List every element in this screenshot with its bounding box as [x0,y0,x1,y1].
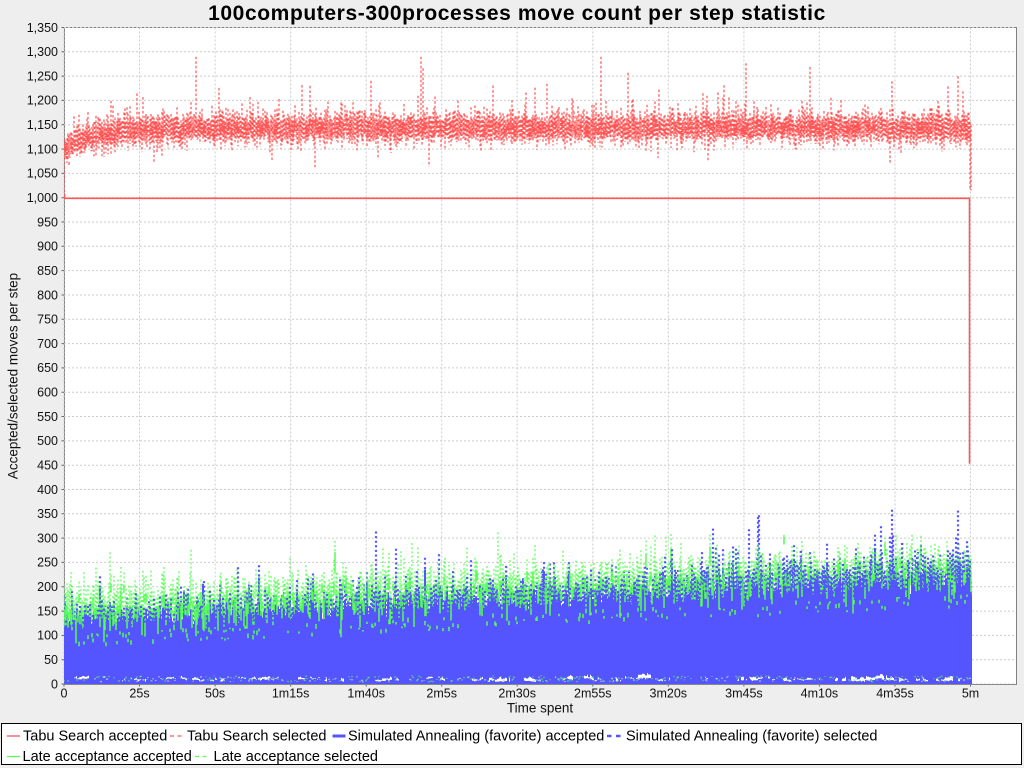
svg-text:4m35s: 4m35s [876,687,914,701]
svg-text:1,250: 1,250 [27,69,58,83]
svg-text:100: 100 [37,629,58,643]
svg-text:950: 950 [37,215,58,229]
svg-text:1,200: 1,200 [27,94,58,108]
svg-text:5m: 5m [962,687,979,701]
svg-text:0: 0 [51,677,58,691]
svg-text:850: 850 [37,264,58,278]
svg-text:1,000: 1,000 [27,191,58,205]
svg-text:450: 450 [37,459,58,473]
svg-text:200: 200 [37,580,58,594]
svg-text:600: 600 [37,386,58,400]
svg-text:2m5s: 2m5s [426,687,457,701]
svg-text:1,050: 1,050 [27,167,58,181]
svg-text:3m45s: 3m45s [725,687,763,701]
svg-text:Simulated Annealing (favorite): Simulated Annealing (favorite) selected [626,729,877,745]
svg-text:1,300: 1,300 [27,45,58,59]
svg-text:Time spent: Time spent [507,701,574,716]
svg-text:1m40s: 1m40s [347,687,385,701]
svg-text:650: 650 [37,361,58,375]
svg-text:150: 150 [37,604,58,618]
svg-text:2m30s: 2m30s [498,687,536,701]
svg-text:Tabu Search selected: Tabu Search selected [187,729,326,745]
svg-text:4m10s: 4m10s [801,687,839,701]
svg-text:500: 500 [37,434,58,448]
svg-text:800: 800 [37,288,58,302]
svg-text:50s: 50s [205,687,225,701]
svg-text:1m15s: 1m15s [272,687,310,701]
svg-text:Late acceptance selected: Late acceptance selected [214,749,378,765]
svg-text:100computers-300processes move: 100computers-300processes move count per… [208,2,826,25]
svg-text:Simulated Annealing (favorite): Simulated Annealing (favorite) accepted [348,729,604,745]
svg-text:700: 700 [37,337,58,351]
svg-text:50: 50 [44,653,58,667]
svg-text:Accepted/selected moves per st: Accepted/selected moves per step [6,273,21,479]
svg-text:1,350: 1,350 [27,21,58,35]
svg-text:0: 0 [61,687,68,701]
svg-text:Late acceptance accepted: Late acceptance accepted [23,749,192,765]
svg-text:1,100: 1,100 [27,142,58,156]
svg-text:25s: 25s [129,687,149,701]
svg-text:300: 300 [37,531,58,545]
svg-text:3m20s: 3m20s [650,687,688,701]
svg-text:250: 250 [37,556,58,570]
svg-text:750: 750 [37,313,58,327]
svg-text:550: 550 [37,410,58,424]
svg-text:2m55s: 2m55s [574,687,612,701]
svg-text:1,150: 1,150 [27,118,58,132]
svg-text:350: 350 [37,507,58,521]
svg-text:400: 400 [37,483,58,497]
svg-text:900: 900 [37,240,58,254]
svg-text:Tabu Search accepted: Tabu Search accepted [23,729,167,745]
